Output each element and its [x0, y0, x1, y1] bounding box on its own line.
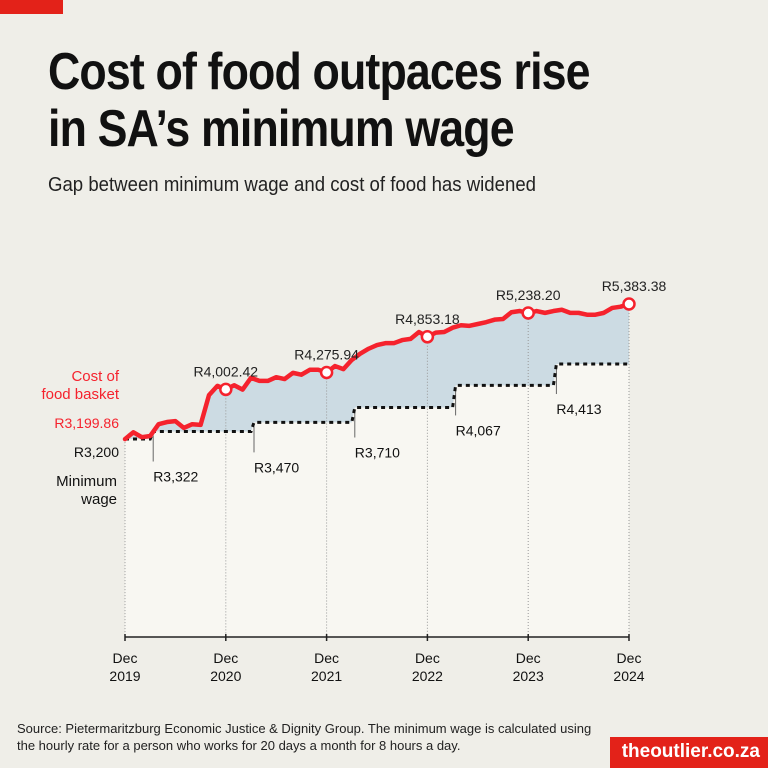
x-tick-label-month: Dec	[213, 650, 238, 666]
source-note: Source: Pietermaritzburg Economic Justic…	[17, 720, 591, 754]
x-tick-label-month: Dec	[113, 650, 138, 666]
x-tick-label-year: 2023	[513, 668, 544, 684]
food-label-2: R4,275.94	[294, 347, 359, 363]
wage-label-2: R3,470	[254, 459, 299, 475]
wage-label-5: R4,413	[556, 401, 601, 417]
x-tick-label-year: 2019	[109, 668, 140, 684]
food-label-4: R5,238.20	[496, 287, 561, 303]
x-tick-label-year: 2022	[412, 668, 443, 684]
food-series-label: food basket	[41, 386, 119, 403]
food-marker-5	[622, 297, 636, 311]
x-tick-label-month: Dec	[415, 650, 440, 666]
wage-label-3: R3,710	[355, 445, 400, 461]
wage-label-1: R3,322	[153, 469, 198, 485]
title-line-2: in SA’s minimum wage	[48, 100, 515, 158]
food-label-start: R3,199.86	[54, 415, 119, 431]
x-tick-label-year: 2021	[311, 668, 342, 684]
brand-link[interactable]: theoutlier.co.za	[609, 737, 768, 768]
food-series-label: Cost of	[71, 368, 119, 385]
subtitle: Gap between minimum wage and cost of foo…	[48, 174, 537, 196]
source-line-2: the hourly rate for a person who works f…	[17, 738, 461, 753]
food-label-1: R4,002.42	[193, 363, 258, 379]
x-tick-label-year: 2020	[210, 668, 241, 684]
x-tick-label-month: Dec	[516, 650, 541, 666]
food-marker-4	[521, 306, 535, 320]
gap-area	[125, 304, 629, 440]
food-marker-2	[319, 365, 334, 380]
title-line-1: Cost of food outpaces rise	[48, 43, 591, 101]
food-marker-3	[420, 330, 435, 344]
wage-label-start: R3,200	[74, 444, 119, 460]
minimum-wage-line	[125, 362, 629, 441]
x-tick-label-month: Dec	[617, 650, 642, 666]
brand-bar	[0, 0, 63, 14]
page-title: Cost of food outpaces rise in SA’s minim…	[48, 43, 591, 158]
source-line-1: Source: Pietermaritzburg Economic Justic…	[17, 721, 592, 736]
wage-series-label: wage	[80, 491, 117, 508]
x-tick-label-month: Dec	[314, 650, 339, 666]
food-label-5: R5,383.38	[602, 278, 667, 294]
food-marker-1	[219, 382, 233, 397]
food-label-3: R4,853.18	[395, 311, 460, 327]
x-tick-label-year: 2024	[613, 668, 644, 684]
wage-label-4: R4,067	[456, 422, 501, 438]
food-cost-line	[122, 301, 632, 442]
wage-series-label: Minimum	[56, 473, 117, 490]
